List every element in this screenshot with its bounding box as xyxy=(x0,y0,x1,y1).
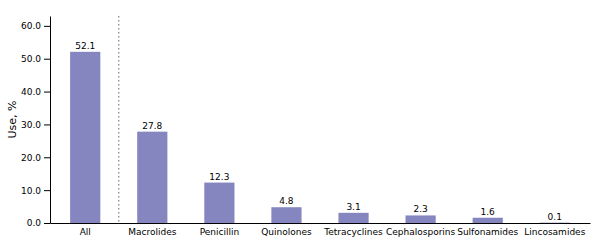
tick-label: Quinolones xyxy=(261,227,312,237)
data-label: 27.8 xyxy=(142,121,162,131)
tick-label: Tetracyclines xyxy=(323,227,383,237)
tick-label: Lincosamides xyxy=(524,227,585,237)
y-axis-title: Use, % xyxy=(6,101,19,139)
data-label: 4.8 xyxy=(279,196,294,206)
bar xyxy=(406,215,436,223)
tick-label: Penicillin xyxy=(200,227,240,237)
tick-label: 60.0 xyxy=(21,21,41,31)
tick-label: 0.0 xyxy=(27,218,42,228)
tick: Macrolides xyxy=(128,227,176,237)
bar xyxy=(473,218,503,223)
tick: All xyxy=(80,227,91,237)
data-labels: 52.1 27.8 12.3 4.8 3.1 2.3 1.6 0.1 xyxy=(75,41,562,222)
bar xyxy=(540,222,570,223)
bar xyxy=(204,183,234,223)
tick: 10.0 xyxy=(21,186,50,196)
tick: 30.0 xyxy=(21,120,50,130)
data-label: 1.6 xyxy=(481,207,496,217)
tick-label: 30.0 xyxy=(21,120,41,130)
tick: Cephalosporins xyxy=(386,227,456,237)
tick-label: 40.0 xyxy=(21,87,41,97)
tick: 40.0 xyxy=(21,87,50,97)
tick-label: 20.0 xyxy=(21,153,41,163)
tick-label: 10.0 xyxy=(21,186,41,196)
axis-domain xyxy=(51,223,591,224)
tick: 20.0 xyxy=(21,153,50,163)
tick: Lincosamides xyxy=(524,227,585,237)
x-axis: All Macrolides Penicillin Quinolones Tetracy… xyxy=(51,224,591,238)
tick-mark xyxy=(44,59,50,60)
data-label: 0.1 xyxy=(548,212,562,222)
separator-line xyxy=(118,16,119,223)
tick-mark xyxy=(44,223,50,224)
tick-mark xyxy=(44,26,50,27)
tick-label: Cephalosporins xyxy=(386,227,456,237)
tick: Sulfonamides xyxy=(457,227,518,237)
tick: Tetracyclines xyxy=(323,227,383,237)
bar xyxy=(70,52,100,223)
tick-label: Sulfonamides xyxy=(457,227,518,237)
tick-label: 50.0 xyxy=(21,54,41,64)
tick-mark xyxy=(44,157,50,158)
bar xyxy=(271,207,301,223)
data-label: 2.3 xyxy=(413,204,427,214)
y-axis: 0.0 10.0 20.0 30.0 40.0 50.0 60.0 xyxy=(21,17,51,229)
plot: All Macrolides Penicillin Quinolones Tetracy… xyxy=(21,16,591,237)
bars xyxy=(70,52,570,223)
bar xyxy=(338,213,368,223)
axis-domain xyxy=(50,17,51,224)
tick-label: All xyxy=(80,227,91,237)
tick: 50.0 xyxy=(21,54,50,64)
tick: 60.0 xyxy=(21,21,50,31)
tick-mark xyxy=(44,92,50,93)
data-label: 52.1 xyxy=(75,41,95,51)
tick-label: Macrolides xyxy=(128,227,176,237)
tick-mark xyxy=(44,124,50,125)
tick: Quinolones xyxy=(261,227,312,237)
data-label: 12.3 xyxy=(209,172,229,182)
tick: Penicillin xyxy=(200,227,240,237)
chart: All Macrolides Penicillin Quinolones Tetracy… xyxy=(0,0,600,247)
data-label: 3.1 xyxy=(346,202,360,212)
tick-mark xyxy=(44,190,50,191)
bar xyxy=(137,132,167,223)
tick: 0.0 xyxy=(27,218,50,228)
